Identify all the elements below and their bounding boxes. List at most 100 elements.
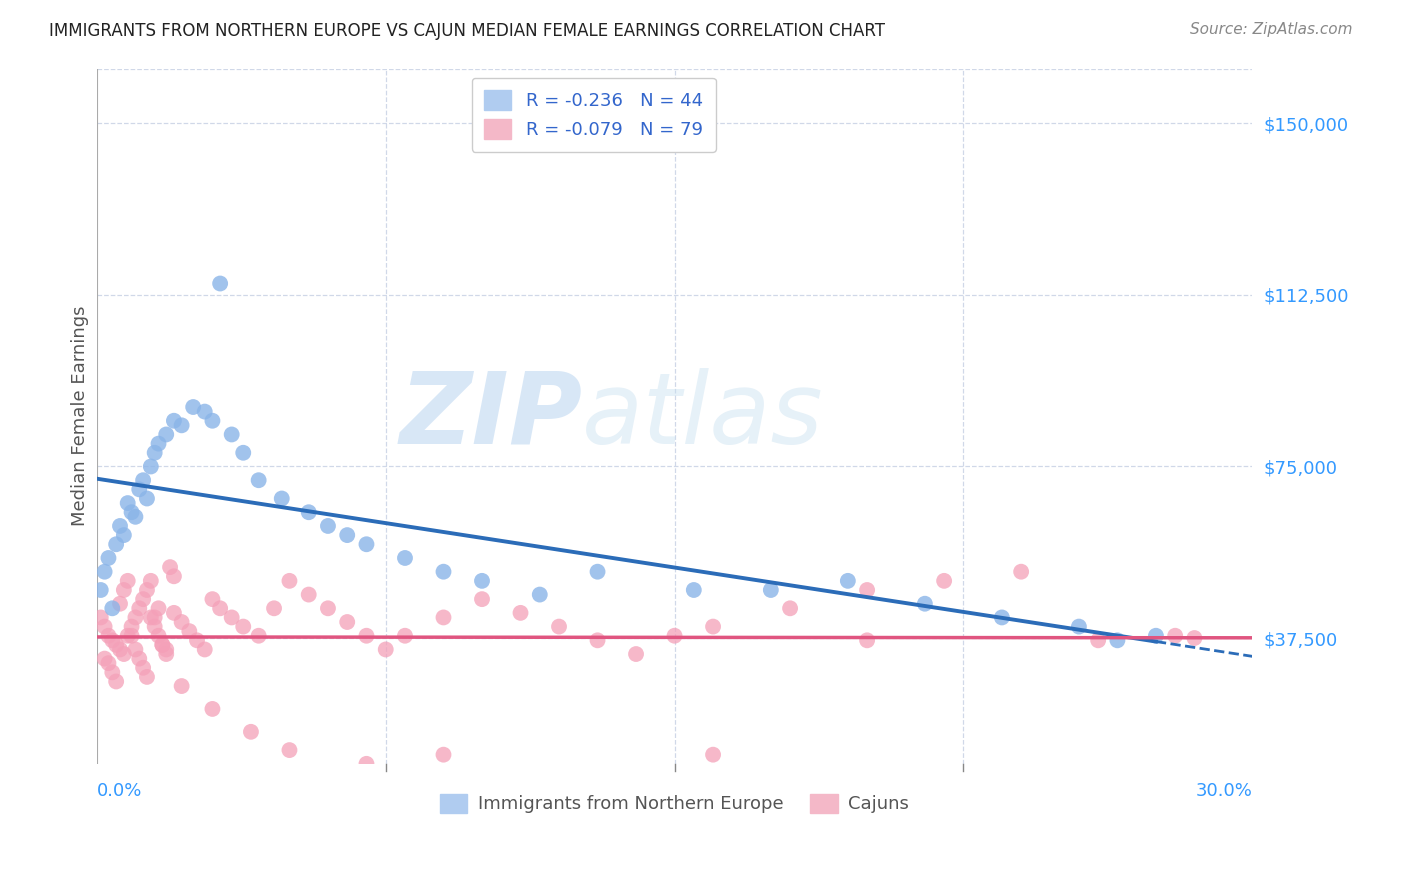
Point — [247, 629, 270, 643]
Point — [298, 588, 321, 602]
Point — [702, 747, 724, 762]
Point — [1164, 629, 1187, 643]
Point — [155, 647, 177, 661]
Point — [179, 624, 201, 639]
Point — [90, 610, 112, 624]
Text: Source: ZipAtlas.com: Source: ZipAtlas.com — [1189, 22, 1353, 37]
Text: 0.0%: 0.0% — [97, 782, 142, 800]
Point — [150, 638, 173, 652]
Point — [194, 642, 217, 657]
Legend: Immigrants from Northern Europe, Cajuns: Immigrants from Northern Europe, Cajuns — [429, 783, 920, 824]
Point — [170, 615, 193, 629]
Point — [163, 569, 186, 583]
Point — [682, 582, 704, 597]
Point — [759, 582, 782, 597]
Point — [124, 509, 146, 524]
Point — [90, 582, 112, 597]
Point — [139, 459, 162, 474]
Text: IMMIGRANTS FROM NORTHERN EUROPE VS CAJUN MEDIAN FEMALE EARNINGS CORRELATION CHAR: IMMIGRANTS FROM NORTHERN EUROPE VS CAJUN… — [49, 22, 886, 40]
Point — [163, 414, 186, 428]
Point — [221, 427, 243, 442]
Point — [432, 610, 454, 624]
Point — [779, 601, 801, 615]
Point — [356, 537, 378, 551]
Point — [586, 633, 609, 648]
Point — [105, 537, 128, 551]
Point — [432, 747, 454, 762]
Point — [263, 601, 285, 615]
Point — [232, 446, 254, 460]
Point — [170, 418, 193, 433]
Point — [101, 601, 124, 615]
Point — [394, 629, 416, 643]
Point — [128, 601, 150, 615]
Point — [97, 629, 120, 643]
Point — [336, 528, 359, 542]
Point — [624, 647, 647, 661]
Point — [101, 633, 124, 648]
Point — [163, 606, 186, 620]
Point — [529, 588, 551, 602]
Point — [155, 427, 177, 442]
Point — [132, 473, 155, 487]
Point — [702, 619, 724, 633]
Point — [97, 551, 120, 566]
Point — [316, 519, 339, 533]
Point — [117, 496, 139, 510]
Point — [201, 414, 224, 428]
Point — [148, 436, 170, 450]
Point — [394, 551, 416, 566]
Point — [1184, 631, 1206, 645]
Point — [201, 702, 224, 716]
Point — [356, 756, 378, 771]
Point — [124, 642, 146, 657]
Point — [432, 565, 454, 579]
Point — [121, 619, 143, 633]
Point — [136, 670, 159, 684]
Point — [139, 610, 162, 624]
Point — [298, 505, 321, 519]
Point — [108, 519, 131, 533]
Y-axis label: Median Female Earnings: Median Female Earnings — [72, 306, 89, 526]
Point — [112, 647, 135, 661]
Point — [143, 610, 166, 624]
Point — [108, 597, 131, 611]
Point — [201, 592, 224, 607]
Point — [270, 491, 292, 506]
Point — [139, 574, 162, 588]
Point — [856, 633, 879, 648]
Point — [108, 642, 131, 657]
Point — [186, 633, 208, 648]
Point — [117, 629, 139, 643]
Point — [316, 601, 339, 615]
Point — [128, 483, 150, 497]
Point — [356, 629, 378, 643]
Point — [97, 656, 120, 670]
Point — [143, 619, 166, 633]
Point — [374, 642, 396, 657]
Point — [856, 582, 879, 597]
Point — [155, 642, 177, 657]
Point — [112, 528, 135, 542]
Point — [93, 619, 115, 633]
Point — [932, 574, 955, 588]
Point — [221, 610, 243, 624]
Point — [93, 565, 115, 579]
Point — [548, 771, 571, 785]
Point — [247, 473, 270, 487]
Point — [1010, 565, 1032, 579]
Point — [121, 629, 143, 643]
Point — [1067, 619, 1090, 633]
Point — [232, 619, 254, 633]
Point — [1144, 629, 1167, 643]
Point — [93, 651, 115, 665]
Point — [209, 601, 232, 615]
Point — [136, 491, 159, 506]
Point — [148, 601, 170, 615]
Point — [586, 565, 609, 579]
Point — [194, 404, 217, 418]
Point — [148, 629, 170, 643]
Point — [121, 505, 143, 519]
Point — [159, 560, 181, 574]
Point — [132, 592, 155, 607]
